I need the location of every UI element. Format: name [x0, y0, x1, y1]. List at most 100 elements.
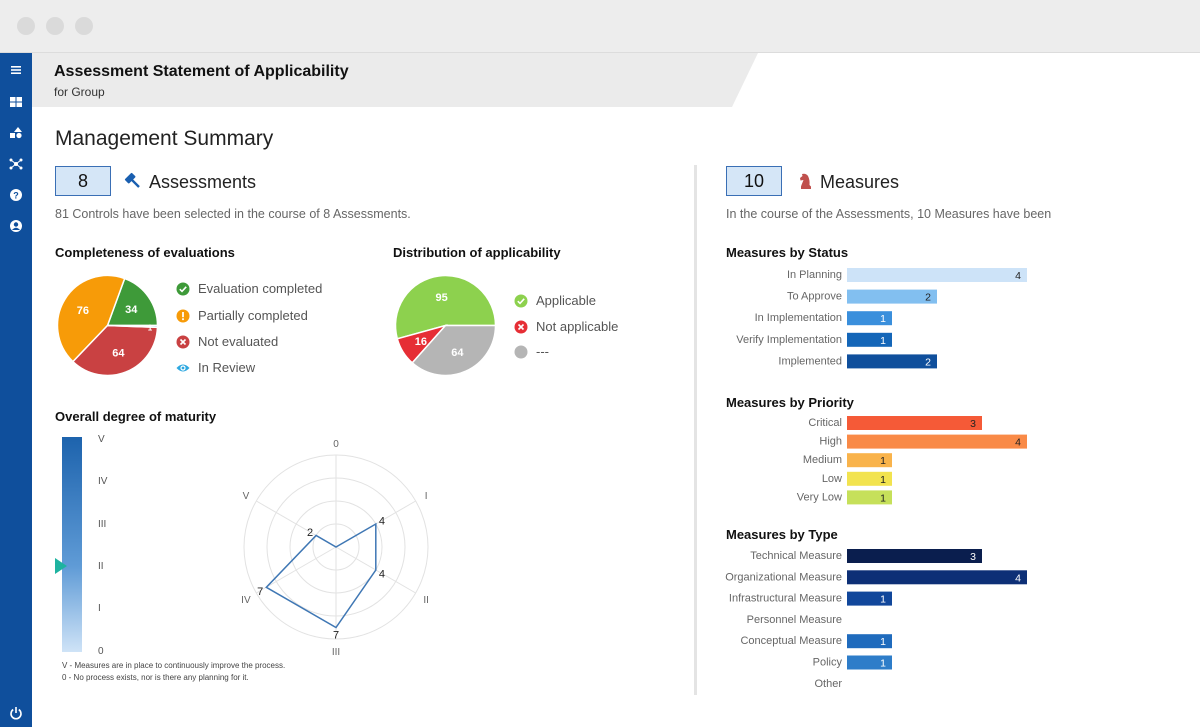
pie-slice[interactable]: [106, 277, 159, 327]
completeness-title: Completeness of evaluations: [55, 245, 235, 260]
applicability-pie-chart: 95 16 64: [394, 274, 497, 377]
account-button[interactable]: [0, 214, 32, 238]
radar-axis-label: III: [332, 647, 340, 658]
bar-value-label: 4: [1015, 437, 1021, 449]
menu-button[interactable]: [0, 58, 32, 82]
network-button[interactable]: [0, 152, 32, 176]
bar-category-label: Personnel Measure: [747, 614, 842, 626]
maturity-scale-bar: [62, 437, 82, 652]
bar[interactable]: [847, 634, 892, 649]
management-summary-title: Management Summary: [55, 127, 274, 150]
pie-slice[interactable]: [107, 324, 159, 329]
bar-value-label: 2: [925, 356, 931, 368]
legend-evaluation-completed[interactable]: Evaluation completed: [176, 281, 322, 296]
bar-category-label: In Planning: [787, 269, 842, 281]
header-decoration: [732, 53, 1200, 107]
window-maximize-button[interactable]: [75, 17, 93, 35]
pie-slice-label: 34: [125, 304, 138, 316]
bar-category-label: Medium: [803, 454, 842, 466]
pie-slice[interactable]: [56, 274, 126, 363]
help-icon: ?: [10, 189, 22, 201]
legend-not-applicable[interactable]: Not applicable: [514, 319, 618, 334]
legend-label: Not evaluated: [198, 334, 279, 349]
radar-value-label: 2: [307, 527, 313, 539]
x-circle-icon: [514, 320, 528, 333]
bar[interactable]: [847, 268, 1027, 282]
power-button[interactable]: [0, 701, 32, 725]
maturity-level-label: IV: [98, 476, 108, 487]
gavel-icon: [124, 172, 140, 188]
bar[interactable]: [847, 490, 892, 505]
pie-slice[interactable]: [411, 324, 497, 377]
radar-axis: [256, 546, 337, 594]
bar-value-label: 1: [880, 636, 886, 648]
legend-partially-completed[interactable]: Partially completed: [176, 308, 308, 323]
bar-category-label: Infrastructural Measure: [729, 593, 842, 605]
legend-applicable[interactable]: Applicable: [514, 293, 596, 308]
bar[interactable]: [847, 570, 1027, 585]
assessments-description: 81 Controls have been selected in the co…: [55, 207, 411, 221]
bar-category-label: Very Low: [797, 491, 842, 503]
window-minimize-button[interactable]: [46, 17, 64, 35]
bar[interactable]: [847, 453, 892, 468]
eye-icon: [176, 364, 190, 371]
objects-button[interactable]: [0, 121, 32, 145]
pie-slice-label: 95: [435, 292, 447, 304]
assessments-title: Assessments: [149, 172, 257, 192]
circle-icon: [514, 345, 528, 358]
check-circle-icon: [176, 282, 190, 295]
dashboard-icon: [10, 97, 22, 107]
pie-slice-label: 76: [77, 305, 89, 317]
legend-not-evaluated[interactable]: Not evaluated: [176, 334, 278, 349]
page-title: Assessment Statement of Applicability: [54, 63, 349, 80]
page-header: Assessment Statement of Applicability fo…: [32, 53, 1200, 107]
measures-title: Measures: [820, 172, 900, 192]
pie-slice-label: 64: [451, 347, 464, 359]
radar-value-label: 4: [379, 516, 385, 528]
legend-label: Partially completed: [198, 308, 308, 323]
bar[interactable]: [847, 332, 892, 347]
radar-value-label: 4: [379, 569, 385, 581]
bar-category-label: Implemented: [778, 355, 842, 367]
x-circle-icon: [176, 335, 190, 348]
page-subtitle: for Group: [54, 85, 105, 99]
bar[interactable]: [847, 471, 892, 486]
radar-axis-label: V: [243, 491, 250, 502]
network-icon: [9, 158, 23, 170]
bar[interactable]: [847, 591, 892, 606]
help-button[interactable]: ?: [0, 183, 32, 207]
bar[interactable]: [847, 354, 937, 369]
bar[interactable]: [847, 416, 982, 430]
window-close-button[interactable]: [17, 17, 35, 35]
legend-unset[interactable]: ---: [514, 344, 549, 359]
bar-value-label: 4: [1015, 572, 1021, 584]
pie-slice[interactable]: [71, 324, 159, 377]
measures-by-status-chart: In Planning 4 To Approve 2 In Implementation…: [736, 268, 1027, 369]
maturity-level-label: V: [98, 434, 105, 445]
legend-label: In Review: [198, 360, 256, 375]
hamburger-icon: [11, 66, 21, 74]
bar-category-label: Other: [814, 678, 842, 690]
legend-in-review[interactable]: In Review: [176, 360, 255, 375]
bar[interactable]: [847, 311, 892, 326]
dashboard-button[interactable]: [0, 90, 32, 114]
bar[interactable]: [847, 549, 982, 563]
maturity-footnote: V - Measures are in place to continuousl…: [62, 661, 286, 670]
measures-by-type-chart: Technical Measure 3 Organizational Measure…: [725, 549, 1027, 690]
nav-rail: ?: [0, 53, 32, 727]
measures-count[interactable]: 10: [726, 166, 782, 196]
bar[interactable]: [847, 434, 1027, 449]
bar-category-label: In Implementation: [755, 312, 842, 324]
bar-category-label: Organizational Measure: [725, 571, 842, 583]
radar-axis-label: 0: [333, 439, 339, 450]
radar-axis-label: II: [423, 595, 429, 606]
bar-category-label: Technical Measure: [750, 550, 842, 562]
pie-slice[interactable]: [394, 274, 497, 340]
bar-category-label: Conceptual Measure: [740, 635, 842, 647]
bar[interactable]: [847, 655, 892, 670]
assessments-count[interactable]: 8: [55, 166, 111, 196]
chess-knight-icon: [800, 173, 811, 189]
bar[interactable]: [847, 289, 937, 304]
legend-label: Applicable: [536, 293, 596, 308]
